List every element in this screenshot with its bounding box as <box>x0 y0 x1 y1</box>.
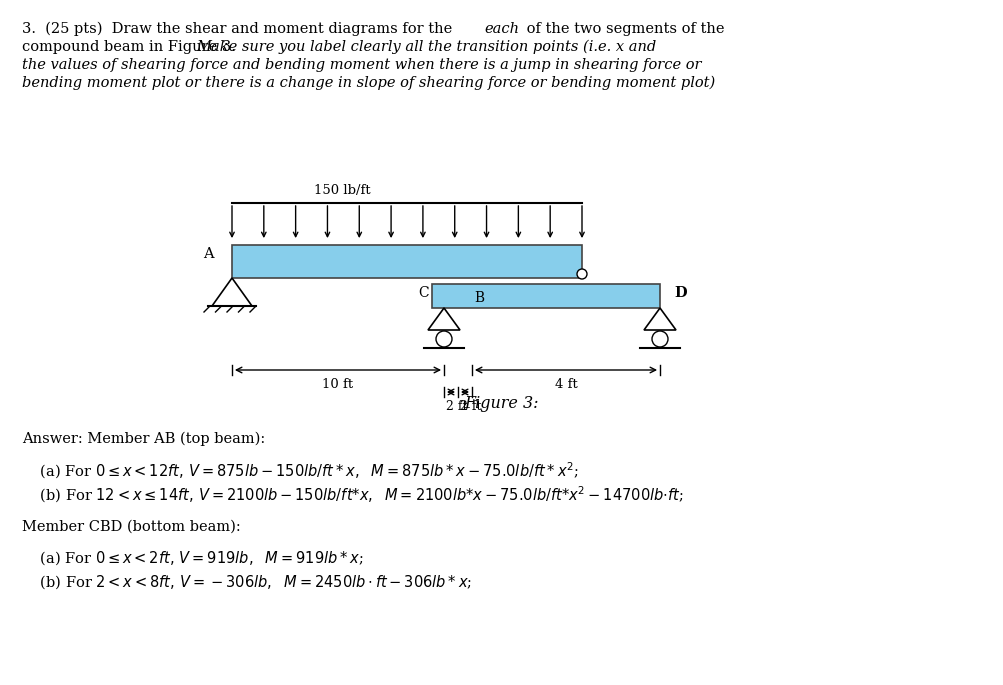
Bar <box>431 284 659 308</box>
Text: 2 ft: 2 ft <box>445 400 467 413</box>
Text: Figure 3:: Figure 3: <box>464 395 539 412</box>
Text: (a) For $0 \leq x < 2ft,\,V = 919lb,$  $M = 919lb * x$;: (a) For $0 \leq x < 2ft,\,V = 919lb,$ $M… <box>35 549 363 566</box>
Polygon shape <box>212 278 252 306</box>
Text: 3.  (25 pts)  Draw the shear and moment diagrams for the: 3. (25 pts) Draw the shear and moment di… <box>22 22 456 36</box>
Text: 4 ft: 4 ft <box>554 378 577 391</box>
Text: C: C <box>418 286 429 300</box>
Circle shape <box>577 269 587 279</box>
Text: of the two segments of the: of the two segments of the <box>522 22 724 36</box>
Text: bending moment plot or there is a change in slope of shearing force or bending m: bending moment plot or there is a change… <box>22 76 714 90</box>
Text: Member CBD (bottom beam):: Member CBD (bottom beam): <box>22 520 241 534</box>
Text: the values of shearing force and bending moment when there is a jump in shearing: the values of shearing force and bending… <box>22 58 701 72</box>
Text: each: each <box>483 22 519 36</box>
Text: B: B <box>473 291 483 305</box>
Text: A: A <box>203 247 213 261</box>
Text: 2 ft: 2 ft <box>459 400 481 413</box>
Circle shape <box>435 331 451 347</box>
Text: (b) For $2 < x < 8ft,\,V = -306lb,$  $M = 2450lb \cdot ft - 306lb * x$;: (b) For $2 < x < 8ft,\,V = -306lb,$ $M =… <box>35 573 471 590</box>
Text: 10 ft: 10 ft <box>322 378 353 391</box>
Circle shape <box>651 331 667 347</box>
Text: compound beam in Figure 3.: compound beam in Figure 3. <box>22 40 245 54</box>
Text: Answer: Member AB (top beam):: Answer: Member AB (top beam): <box>22 432 265 447</box>
Polygon shape <box>643 308 675 330</box>
Text: (b) For $12 < x \leq 14ft,\,V = 2100lb-150lb/ft{*}x,$  $M = 2100lb{*}x-75.0lb/ft: (b) For $12 < x \leq 14ft,\,V = 2100lb-1… <box>35 485 683 506</box>
Bar <box>232 245 582 278</box>
Text: D: D <box>673 286 686 300</box>
Polygon shape <box>427 308 459 330</box>
Text: Make sure you label clearly all the transition points (i.e. x and: Make sure you label clearly all the tran… <box>196 40 656 54</box>
Text: (a) For $0 \leq x < 12ft,\,V = 875lb - 150lb/ft * x,$  $M = 875lb * x - 75.0lb/f: (a) For $0 \leq x < 12ft,\,V = 875lb - 1… <box>35 461 579 482</box>
Text: 150 lb/ft: 150 lb/ft <box>313 184 370 197</box>
